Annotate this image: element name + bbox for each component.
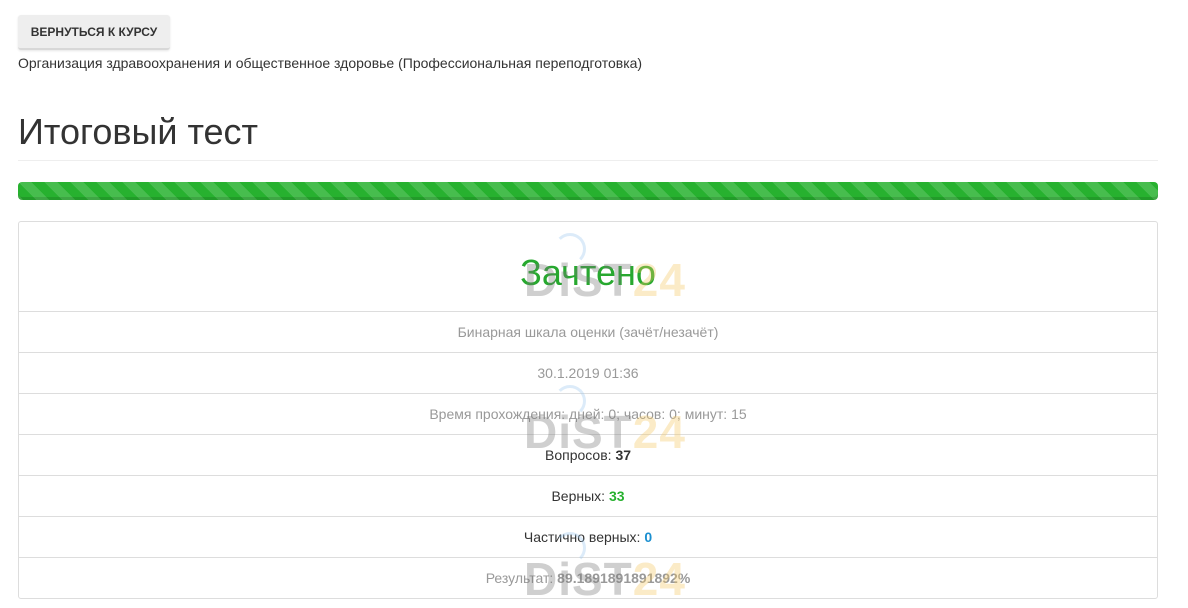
- score-label: Результат:: [485, 570, 554, 586]
- grading-scale: Бинарная шкала оценки (зачёт/незачёт): [19, 311, 1157, 352]
- partial-value: 0: [644, 529, 653, 545]
- duration: Время прохождения: дней: 0; часов: 0; ми…: [19, 393, 1157, 434]
- completion-datetime: 30.1.2019 01:36: [19, 352, 1157, 393]
- result-panel: Зачтено Бинарная шкала оценки (зачёт/нез…: [18, 221, 1158, 599]
- correct-count: Верных: 33: [19, 475, 1157, 516]
- divider: [18, 160, 1158, 161]
- questions-count: Вопросов: 37: [19, 434, 1157, 475]
- correct-value: 33: [608, 488, 625, 504]
- back-to-course-button[interactable]: ВЕРНУТЬСЯ К КУРСУ: [18, 15, 170, 50]
- correct-label: Верных:: [551, 488, 606, 504]
- page-title: Итоговый тест: [18, 111, 259, 152]
- progress-bar: [18, 182, 1158, 200]
- score: Результат: 89.1891891891892%: [19, 557, 1157, 598]
- questions-label: Вопросов:: [544, 447, 612, 463]
- result-status: Зачтено: [520, 251, 656, 293]
- questions-value: 37: [615, 447, 632, 463]
- partial-label: Частично верных:: [523, 529, 641, 545]
- partial-count: Частично верных: 0: [19, 516, 1157, 557]
- course-name: Организация здравоохранения и общественн…: [18, 55, 643, 71]
- score-value: 89.1891891891892%: [557, 570, 691, 586]
